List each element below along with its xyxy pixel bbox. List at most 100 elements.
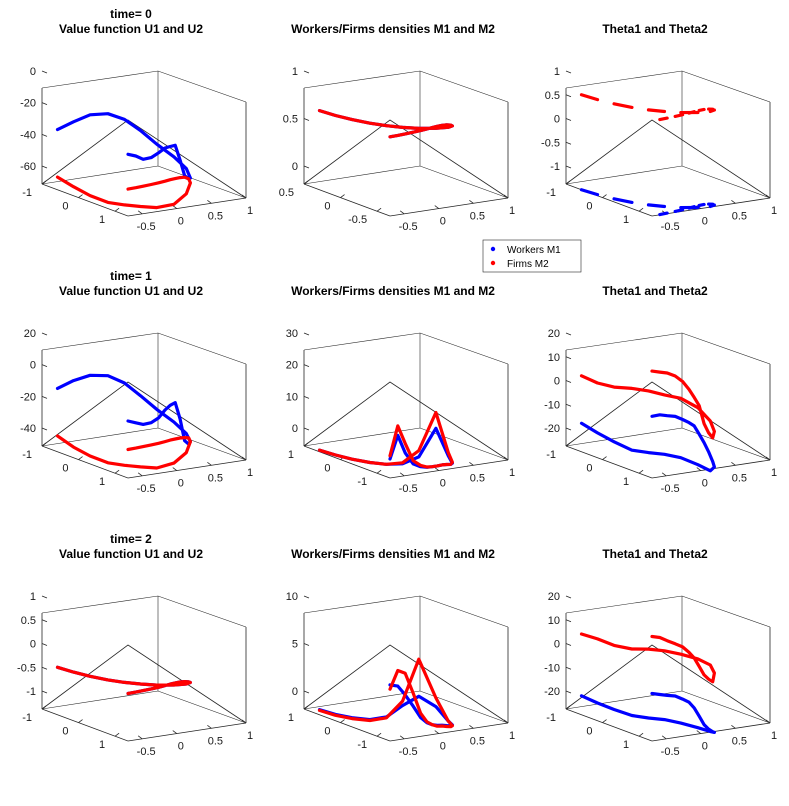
z-tick [41,102,48,106]
series-theta1-segment [646,203,667,209]
subplot-time-label: time= 1 [110,269,152,283]
x-tick-label: -0.5 [661,746,680,758]
y-tick [638,207,644,212]
x-tick [469,199,474,204]
series-u2 [55,665,192,696]
z-tick-label: 5 [292,639,298,651]
legend-marker-workers [490,246,496,252]
x-tick-label: 1 [509,730,515,742]
z-tick-label: 0 [30,360,36,372]
z-tick-label: -20 [20,98,36,110]
series-theta1-segment [687,205,696,210]
x-tick [434,205,440,209]
y-axis [41,708,129,742]
x-tick [241,719,247,724]
y-tick-label: -1 [546,187,556,199]
x-tick-label: 0.5 [470,735,485,747]
z-tick-label: -20 [20,391,36,403]
x-tick [434,730,440,734]
z-tick [303,165,310,169]
series-theta1 [579,691,716,734]
x-tick [731,199,736,204]
x-tick [207,461,212,466]
box-back-top [565,332,771,365]
subplot-title: Theta1 and Theta2 [602,22,708,36]
x-tick [172,730,178,734]
x-tick-label: -0.5 [399,221,418,233]
z-tick-label: 0 [30,639,36,651]
z-tick [303,690,310,694]
y-tick [565,180,571,185]
x-axis [127,197,247,217]
x-tick-label: 0.5 [732,735,747,747]
z-tick-label: 0.5 [545,90,560,102]
box-floor-front [41,381,247,461]
x-tick [137,735,143,740]
z-tick [565,427,572,431]
z-tick [41,332,48,336]
legend-marker-firms [490,260,496,266]
z-tick [303,364,310,368]
z-tick [565,380,572,383]
series-theta2-segment [673,113,685,119]
z-tick [41,666,48,670]
subplot-0-2: Theta1 and Theta2 -1 -0.5 0 0.5 1 -1 0 1 -0.5 0 0.5… [541,22,777,233]
z-tick-label: 0 [292,686,298,698]
x-tick-label: -0.5 [399,483,418,495]
z-tick [565,619,572,623]
y-tick-label: 0 [62,463,68,475]
x-tick [696,467,702,471]
z-tick-label: 0 [292,161,298,173]
subplot-title: Workers/Firms densities M1 and M2 [291,547,495,561]
z-tick [303,332,310,336]
x-tick-label: 0.5 [208,210,223,222]
z-tick [41,595,48,599]
z-tick [303,118,310,121]
y-tick [114,469,120,474]
x-tick [503,456,509,461]
y-tick-label: -1 [22,187,32,199]
x-tick-label: 1 [771,205,777,217]
x-tick-label: 0.5 [208,472,223,484]
z-tick [41,364,48,368]
series-theta2-segment [612,102,634,110]
box-back-top [303,332,509,365]
y-axis [303,183,391,217]
y-tick [114,732,120,737]
y-tick [78,719,83,723]
z-tick [303,70,310,74]
x-tick-label: 0.5 [208,735,223,747]
box-back-top [303,70,509,103]
x-tick-label: -0.5 [137,483,156,495]
box-back-floor [303,165,509,199]
z-tick-label: 1 [292,66,298,78]
y-tick-label: 0.5 [279,187,294,199]
subplot-time-label: time= 2 [110,532,152,546]
x-tick-label: 1 [771,467,777,479]
legend: Workers M1 Firms M2 [482,239,582,273]
x-tick [137,472,143,477]
box-back-floor [565,165,771,199]
x-tick-label: -0.5 [661,483,680,495]
x-tick [207,724,212,729]
z-tick [565,165,572,169]
x-tick-label: 0.5 [732,210,747,222]
y-tick [303,180,309,185]
z-tick [41,643,48,646]
y-tick [638,469,644,474]
z-tick [565,643,572,646]
z-tick-label: -20 [544,423,560,435]
z-tick [303,395,310,399]
z-tick-label: 20 [548,328,560,340]
x-tick [661,472,667,477]
y-tick-label: 0 [586,726,592,738]
x-tick-label: -0.5 [137,221,156,233]
z-tick-label: -10 [544,662,560,674]
series-u2 [55,175,192,210]
y-axis [565,708,653,742]
x-tick-label: 0 [702,216,708,228]
y-tick-label: -1 [22,712,32,724]
z-tick-label: -60 [20,161,36,173]
x-axis [127,722,247,742]
